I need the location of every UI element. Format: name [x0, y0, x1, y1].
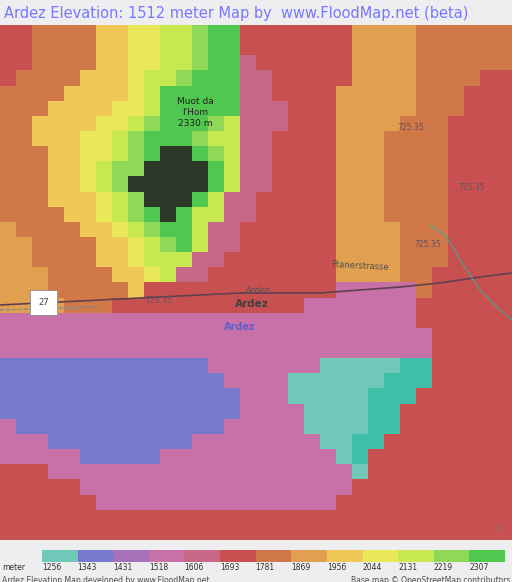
Text: meter: meter [2, 563, 25, 572]
Text: Muot da
l'Hom
2330 m: Muot da l'Hom 2330 m [177, 97, 214, 128]
Text: ©: © [495, 527, 502, 533]
Bar [220, 550, 255, 562]
Text: 2044: 2044 [362, 563, 382, 572]
Bar [398, 550, 434, 562]
Text: 1956: 1956 [327, 563, 346, 572]
Text: 27: 27 [38, 298, 49, 307]
Text: 1343: 1343 [78, 563, 97, 572]
Text: 2131: 2131 [398, 563, 417, 572]
Bar [113, 550, 149, 562]
Text: 1693: 1693 [220, 563, 240, 572]
Text: 725.35: 725.35 [458, 183, 485, 192]
Text: 2219: 2219 [434, 563, 453, 572]
Bar [434, 550, 470, 562]
Text: 1606: 1606 [184, 563, 204, 572]
Text: Ardez Elevation: 1512 meter Map by  www.FloodMap.net (beta): Ardez Elevation: 1512 meter Map by www.F… [4, 6, 468, 22]
Text: 2307: 2307 [470, 563, 489, 572]
Text: 1431: 1431 [113, 563, 133, 572]
Bar [184, 550, 220, 562]
Bar [149, 550, 184, 562]
Text: 1781: 1781 [255, 563, 275, 572]
Bar [78, 550, 113, 562]
Text: Ardez: Ardez [235, 299, 269, 309]
Text: 🗺: 🗺 [496, 576, 500, 582]
Bar [362, 550, 398, 562]
Text: 1518: 1518 [149, 563, 168, 572]
Text: 725.35: 725.35 [414, 240, 441, 249]
Text: Ardez: Ardez [224, 322, 256, 332]
Bar [255, 550, 291, 562]
Text: Base map © OpenStreetMap contributors: Base map © OpenStreetMap contributors [351, 576, 510, 582]
Text: 725.35: 725.35 [397, 123, 423, 132]
Text: Ftanerstrasse: Ftanerstrasse [331, 260, 389, 272]
Text: 1256: 1256 [42, 563, 61, 572]
Text: 1869: 1869 [291, 563, 311, 572]
Bar [470, 550, 505, 562]
Text: 725.35: 725.35 [145, 296, 172, 305]
Bar [42, 550, 78, 562]
Text: Ardez Elevation Map developed by www.FloodMap.net: Ardez Elevation Map developed by www.Flo… [2, 576, 209, 582]
Text: Ardez: Ardez [246, 286, 270, 295]
Bar [327, 550, 362, 562]
Bar [291, 550, 327, 562]
